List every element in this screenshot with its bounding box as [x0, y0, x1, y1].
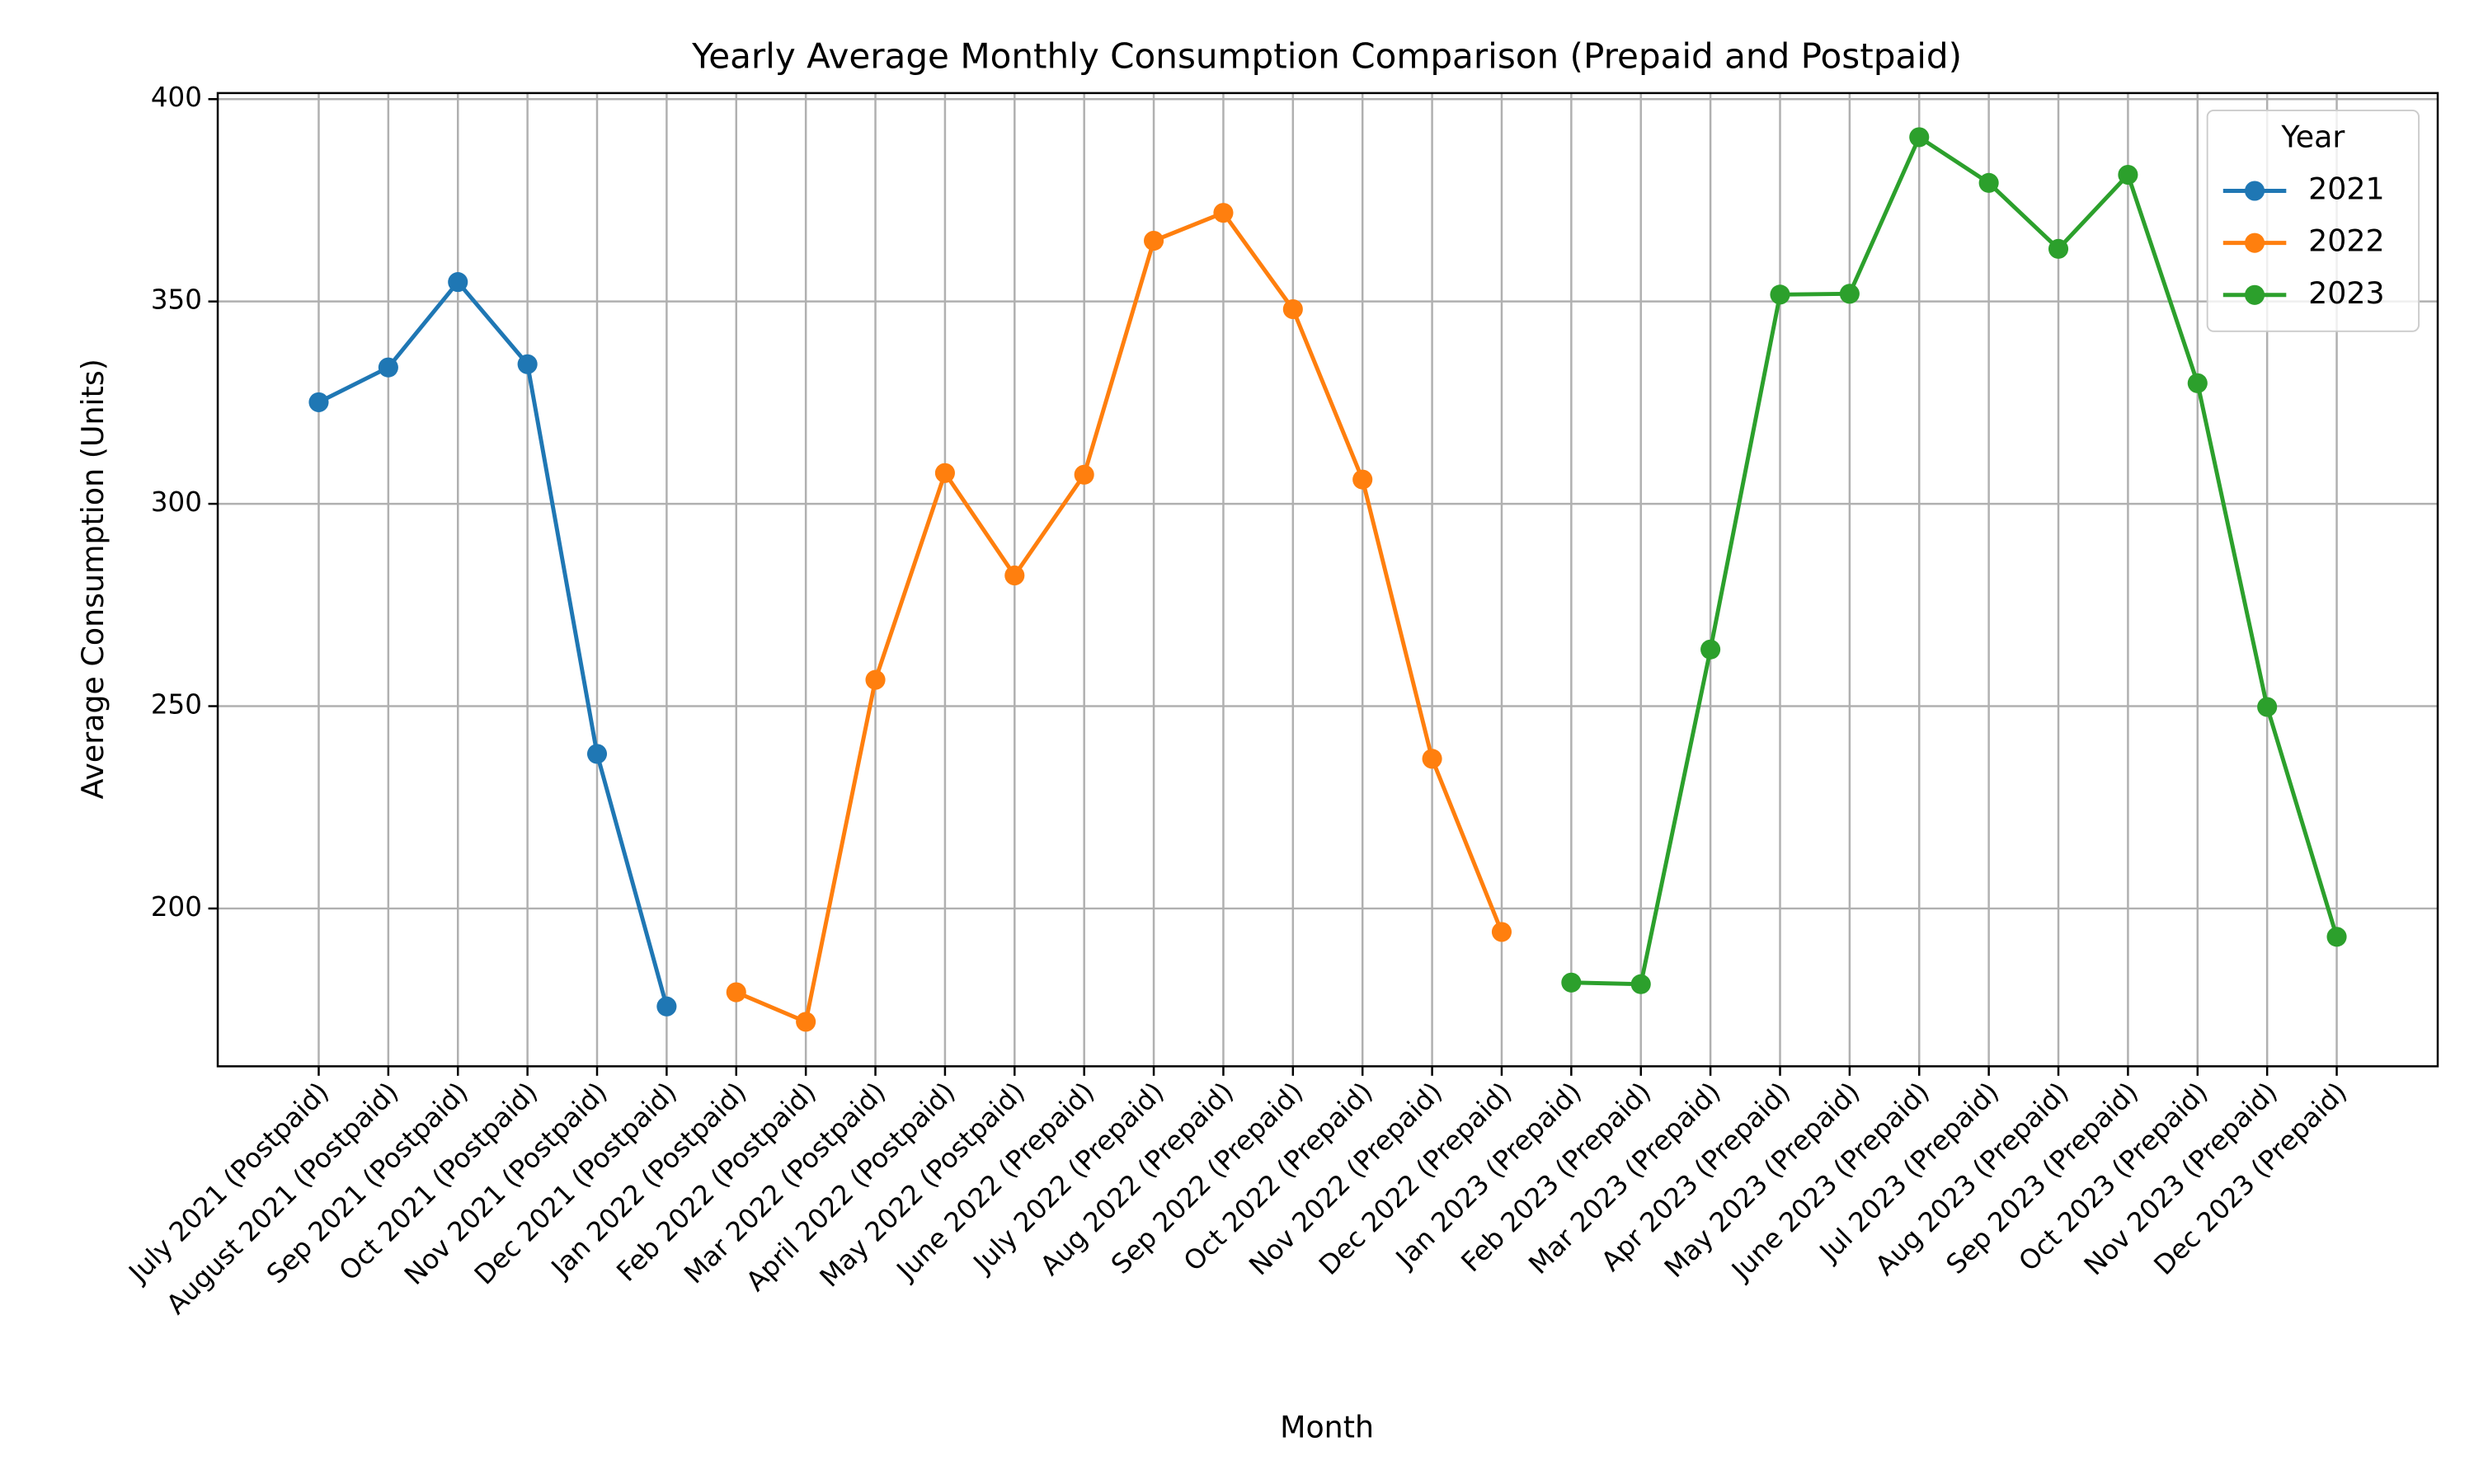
x-axis-label: Month [1280, 1409, 1374, 1444]
data-point [1700, 639, 1721, 660]
legend-marker [2245, 232, 2265, 253]
y-tick-label: 300 [151, 486, 202, 518]
y-tick-label: 250 [151, 689, 202, 721]
data-point [1978, 172, 1999, 193]
y-tick-label: 350 [151, 284, 202, 316]
legend: Year 2021 2022 2023 [2206, 109, 2420, 332]
legend-label: 2022 [2308, 223, 2385, 259]
data-point [1144, 230, 1164, 251]
data-point [1282, 298, 1303, 320]
data-point [1491, 922, 1512, 942]
data-point [1909, 127, 1930, 148]
legend-label: 2023 [2308, 275, 2385, 311]
data-point [865, 669, 886, 690]
data-point [2187, 373, 2208, 393]
data-point [1630, 974, 1651, 994]
legend-label: 2021 [2308, 171, 2385, 207]
data-point [2326, 927, 2347, 947]
data-point [2048, 238, 2069, 259]
data-point [378, 357, 398, 378]
data-point [1352, 469, 1373, 490]
data-point [1770, 284, 1790, 305]
series-line [317, 279, 669, 1007]
legend-marker [2245, 284, 2265, 305]
data-point [2118, 164, 2138, 186]
y-axis-label: Average Consumption (Units) [75, 359, 111, 799]
data-point [448, 272, 468, 293]
data-point [517, 354, 538, 374]
data-point [1004, 565, 1025, 586]
data-point [1213, 203, 1234, 223]
data-point [1422, 749, 1442, 769]
legend-marker [2245, 181, 2265, 201]
data-point [1561, 972, 1582, 993]
series-line [1571, 134, 2339, 987]
data-point [934, 463, 955, 483]
chart-title: Yearly Average Monthly Consumption Compa… [691, 35, 1962, 76]
data-point [1074, 464, 1094, 485]
data-point [586, 744, 608, 764]
data-point [796, 1012, 816, 1032]
y-tick-label: 400 [151, 82, 202, 113]
plot-frame [216, 92, 2439, 1068]
legend-title: Year [2280, 119, 2345, 154]
data-point [656, 996, 677, 1017]
y-tick-label: 200 [151, 891, 202, 923]
legend-box [2206, 109, 2420, 332]
data-point [726, 982, 746, 1003]
series-line [735, 210, 1504, 1025]
data-point [1839, 284, 1860, 304]
data-point [2257, 697, 2278, 717]
data-point [308, 392, 329, 412]
